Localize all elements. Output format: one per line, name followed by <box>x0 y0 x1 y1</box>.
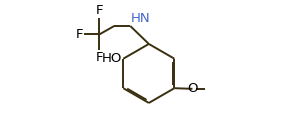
Text: O: O <box>187 82 198 95</box>
Text: F: F <box>96 51 103 64</box>
Text: HO: HO <box>102 52 122 65</box>
Text: HN: HN <box>131 12 151 25</box>
Text: F: F <box>76 28 83 41</box>
Text: F: F <box>96 4 103 17</box>
